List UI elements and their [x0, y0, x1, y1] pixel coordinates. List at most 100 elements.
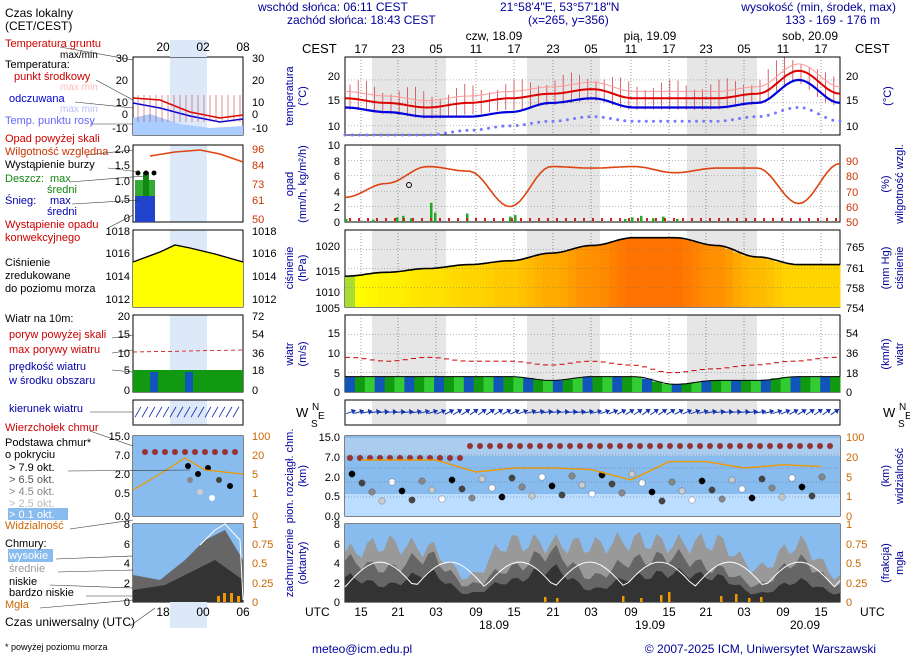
- legend-tick: 0.75: [252, 539, 273, 551]
- tick-label: 4: [334, 187, 340, 199]
- wind-arrow-head: [376, 408, 381, 415]
- tick-label: 20: [846, 71, 858, 83]
- wind-speed-bar: [642, 378, 653, 392]
- cloud-band-bottom: [345, 494, 840, 516]
- tick-label: 0: [334, 217, 340, 229]
- axis-label: pion. rozciągł. chm.: [284, 429, 296, 524]
- compass-s: S: [898, 419, 905, 430]
- cloud-top-dot: [667, 443, 673, 449]
- pressure-fill: [534, 254, 544, 307]
- wind-arrow-head: [465, 408, 470, 414]
- cloud-top-dot: [347, 455, 353, 461]
- legend-text: średni: [47, 184, 77, 196]
- wind-arrow-head: [777, 408, 783, 415]
- wind-arrow-head: [613, 408, 619, 415]
- axis-label: (%): [880, 175, 892, 192]
- legend-wind-arrow-shaft: [190, 406, 198, 418]
- wind-speed-bar: [473, 376, 485, 392]
- legend-feels-line: [132, 102, 244, 123]
- utc-hour-label: 03: [737, 605, 751, 619]
- pressure-fill: [361, 274, 371, 307]
- dew-point-dot: [659, 119, 663, 123]
- cloud-base-dot: [608, 480, 616, 488]
- dew-point-dot: [816, 112, 820, 116]
- legend-text: Deszcz:: [5, 173, 44, 185]
- tick-label: 70: [846, 187, 858, 199]
- wind-arrow: [403, 408, 414, 415]
- cloud-top-dot: [737, 443, 743, 449]
- dew-point-dot: [537, 120, 541, 124]
- wind-arrow: [575, 408, 586, 415]
- wind-arrow-head: [737, 408, 742, 415]
- convective-marker: [790, 218, 792, 221]
- cloud-base-dot: [418, 477, 426, 485]
- convective-marker: [565, 218, 567, 221]
- wind-speed-bar: [820, 376, 831, 392]
- tick-label: 0.5: [846, 558, 861, 570]
- legend-text: Opad powyżej skali: [5, 133, 100, 145]
- wind-speed-bar: [671, 384, 683, 392]
- cloud-base-dot: [388, 478, 396, 486]
- legend-text: odczuwana: [9, 93, 66, 105]
- convective-marker: [421, 218, 423, 221]
- legend-cloud-top: [162, 449, 168, 455]
- convective-marker: [538, 218, 540, 221]
- wind-arrow-head: [825, 408, 831, 414]
- cloud-top-dot: [697, 443, 703, 449]
- wind-speed-bar: [731, 380, 742, 392]
- precip-bar: [631, 217, 634, 222]
- wind-speed-bar: [513, 376, 524, 392]
- legend-cc-area: [133, 560, 243, 602]
- wind-arrow: [386, 408, 398, 415]
- cloud-top-dot: [557, 443, 563, 449]
- legend-text: Chmury:: [5, 538, 47, 550]
- convective-marker: [448, 218, 450, 221]
- pressure-fill: [765, 259, 775, 307]
- wind-arrow-head: [350, 408, 356, 415]
- legend-tick: 1012: [106, 294, 130, 306]
- pressure-fill: [815, 264, 824, 307]
- cloud-top-dot: [647, 443, 653, 449]
- pressure-fill: [378, 272, 387, 307]
- tick-label: 10: [328, 140, 340, 152]
- tick-label: 2.0: [325, 472, 340, 484]
- wind-speed-bar: [523, 377, 534, 392]
- cloud-base-dot: [368, 488, 376, 496]
- tick-label: 0: [846, 387, 852, 399]
- wind-speed-bar: [612, 376, 623, 392]
- dew-point-dot: [386, 133, 390, 137]
- legend-rh-line: [149, 149, 244, 163]
- series-ground-temp: [344, 63, 841, 102]
- legend-cloud-top: [212, 449, 218, 455]
- wind-arrow: [650, 408, 659, 416]
- wind-arrow-head: [686, 408, 692, 415]
- cloud-top-dot: [597, 443, 603, 449]
- legend-tick: 2: [124, 578, 130, 590]
- legend-tick: -10: [252, 123, 268, 135]
- legend-cloud-base: [197, 489, 203, 495]
- dew-point-dot: [795, 106, 799, 110]
- wind-arrow: [542, 408, 553, 415]
- cloud-base-dot: [588, 490, 596, 498]
- convective-marker: [502, 218, 504, 221]
- footnote: * powyżej poziomu morza: [5, 642, 108, 652]
- tick-label: 20: [846, 452, 858, 464]
- wind-arrow: [658, 408, 668, 416]
- cloud-base-dot: [748, 494, 756, 502]
- legend-tick: 7.0: [115, 450, 130, 462]
- dew-point-dot: [838, 119, 842, 123]
- legend-wind-arrow-shaft: [211, 406, 219, 418]
- legend-wind-arrow: [134, 406, 142, 418]
- dew-point-dot: [745, 115, 749, 119]
- wind-arrow: [772, 408, 783, 415]
- legend-tick: 73: [252, 179, 264, 191]
- legend-cloud-top: [232, 449, 238, 455]
- legend-fog-bar: [237, 596, 240, 602]
- cloud-base-dot: [398, 487, 406, 495]
- wind-arrow-head: [489, 408, 495, 414]
- wind-arrow: [370, 408, 381, 415]
- cloud-top-dot: [537, 443, 543, 449]
- wind-arrow-head: [433, 408, 438, 415]
- dew-point-dot: [465, 128, 469, 132]
